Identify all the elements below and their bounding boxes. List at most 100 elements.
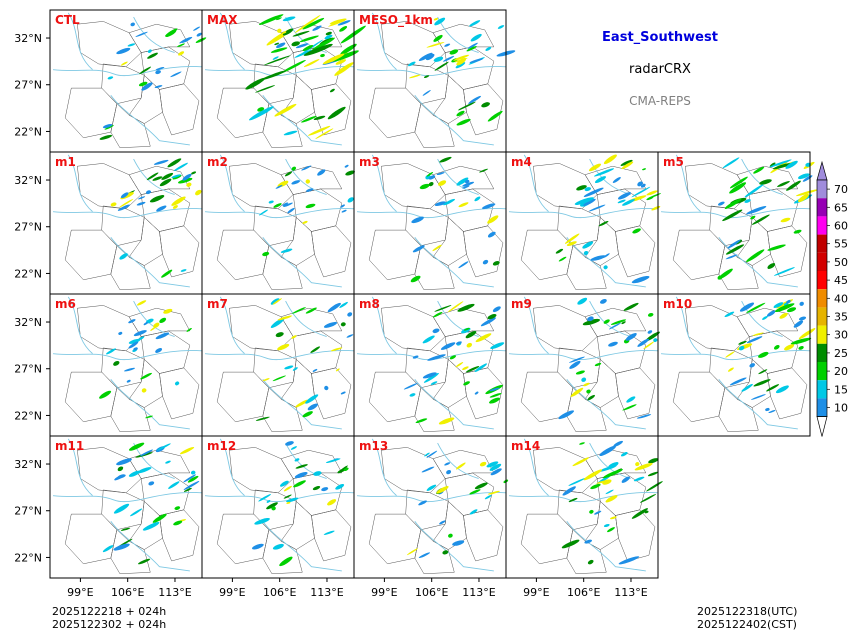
- reflectivity-cell: [292, 367, 298, 371]
- reflectivity-cell: [155, 332, 170, 340]
- reflectivity-cell: [798, 193, 809, 203]
- reflectivity-cell: [433, 311, 443, 318]
- province-boundary: [77, 163, 141, 208]
- reflectivity-cell: [608, 322, 621, 330]
- panel-ctl: CTL 32°N 27°N 22°N: [14, 10, 207, 152]
- reflectivity-cell: [178, 51, 185, 56]
- reflectivity-cell: [340, 204, 345, 208]
- reflectivity-cell: [266, 500, 271, 503]
- reflectivity-cell: [443, 198, 455, 206]
- panel-label: m4: [511, 155, 532, 169]
- reflectivity-cell: [116, 47, 131, 55]
- river: [220, 439, 244, 496]
- reflectivity-cell: [126, 379, 131, 383]
- river: [220, 155, 244, 212]
- colorbar-label: 20: [834, 365, 848, 378]
- reflectivity-cell: [653, 338, 658, 342]
- reflectivity-cell: [751, 214, 770, 225]
- reflectivity-cell: [263, 55, 291, 66]
- province-boundary: [567, 246, 607, 290]
- reflectivity-cell: [119, 253, 128, 260]
- reflectivity-cell: [183, 474, 196, 483]
- reflectivity-cell: [142, 522, 160, 531]
- reflectivity-cell: [302, 17, 325, 30]
- reflectivity-cell: [428, 175, 436, 180]
- reflectivity-cell: [159, 178, 172, 187]
- reflectivity-cell: [634, 463, 653, 471]
- reflectivity-cell: [406, 548, 418, 556]
- reflectivity-cell: [292, 307, 306, 314]
- reflectivity-cell: [270, 47, 288, 53]
- reflectivity-cell: [187, 475, 199, 483]
- region-title: East_Southwest: [602, 30, 718, 45]
- panel-m9: m9: [506, 294, 661, 436]
- reflectivity-cell: [456, 177, 469, 186]
- reflectivity-cell: [439, 520, 446, 525]
- reflectivity-cell: [418, 500, 427, 506]
- river: [111, 237, 190, 287]
- reflectivity-cell: [312, 486, 321, 491]
- reflectivity-cell: [186, 182, 192, 187]
- reflectivity-cell: [161, 269, 173, 278]
- province-boundary: [65, 88, 117, 138]
- reflectivity-cell: [632, 228, 641, 234]
- panel-m11: m11 32°N 27°N 22°N 99°E 106°E 113°E: [14, 436, 202, 599]
- reflectivity-cell: [621, 161, 634, 170]
- reflectivity-cell: [120, 192, 129, 199]
- river: [742, 301, 783, 337]
- colorbar-label: 60: [834, 220, 848, 233]
- reflectivity-cell: [645, 331, 660, 342]
- x-tick-label: 106°E: [111, 586, 144, 599]
- reflectivity-cell: [327, 302, 341, 313]
- reflectivity-cell: [286, 501, 291, 504]
- reflectivity-cell: [777, 181, 790, 187]
- reflectivity-cell: [438, 180, 447, 186]
- reflectivity-cell: [335, 368, 340, 372]
- reflectivity-cell: [458, 261, 469, 269]
- reflectivity-cell: [750, 215, 756, 220]
- reflectivity-cell: [117, 466, 124, 472]
- reflectivity-cell: [636, 414, 652, 419]
- reflectivity-cell: [145, 190, 152, 195]
- panel-m14: m14 99°E 106°E 113°E: [506, 436, 663, 599]
- reflectivity-cell: [294, 49, 312, 58]
- reflectivity-cell: [603, 523, 610, 528]
- panel-m4: m4: [506, 152, 661, 294]
- reflectivity-cell: [275, 185, 283, 189]
- panel-basemap: [53, 13, 202, 148]
- river: [134, 17, 175, 53]
- reflectivity-cell: [722, 157, 740, 169]
- reflectivity-cell: [717, 268, 733, 280]
- river: [509, 208, 658, 217]
- colorbar-segment: [817, 216, 827, 235]
- reflectivity-cell: [135, 31, 148, 38]
- reflectivity-cell: [133, 347, 138, 351]
- province-boundary: [254, 64, 297, 104]
- river: [68, 439, 92, 496]
- reflectivity-cell: [274, 42, 280, 46]
- reflectivity-cell: [773, 344, 780, 350]
- reflectivity-cell: [486, 461, 499, 468]
- reflectivity-cell: [434, 201, 447, 207]
- reflectivity-cell: [610, 516, 617, 520]
- reflectivity-cell: [128, 442, 145, 451]
- panel-m8: m8: [354, 294, 506, 436]
- reflectivity-cell: [270, 318, 285, 328]
- reflectivity-cell: [116, 458, 132, 466]
- reflectivity-cell: [291, 180, 301, 185]
- province-boundary: [129, 166, 190, 194]
- province-boundary: [521, 514, 573, 564]
- reflectivity-cell: [558, 256, 567, 262]
- reflectivity-cell: [346, 334, 354, 338]
- reflectivity-cell: [647, 312, 654, 317]
- reflectivity-cell: [428, 181, 434, 187]
- reflectivity-cell: [266, 502, 278, 510]
- reflectivity-cell: [455, 341, 462, 345]
- reflectivity-cell: [312, 368, 318, 372]
- reflectivity-cell: [479, 168, 489, 173]
- reflectivity-cell: [154, 85, 163, 89]
- reflectivity-cell: [302, 45, 314, 51]
- reflectivity-cell: [167, 158, 182, 168]
- reflectivity-cell: [613, 440, 623, 447]
- province-boundary: [369, 372, 421, 422]
